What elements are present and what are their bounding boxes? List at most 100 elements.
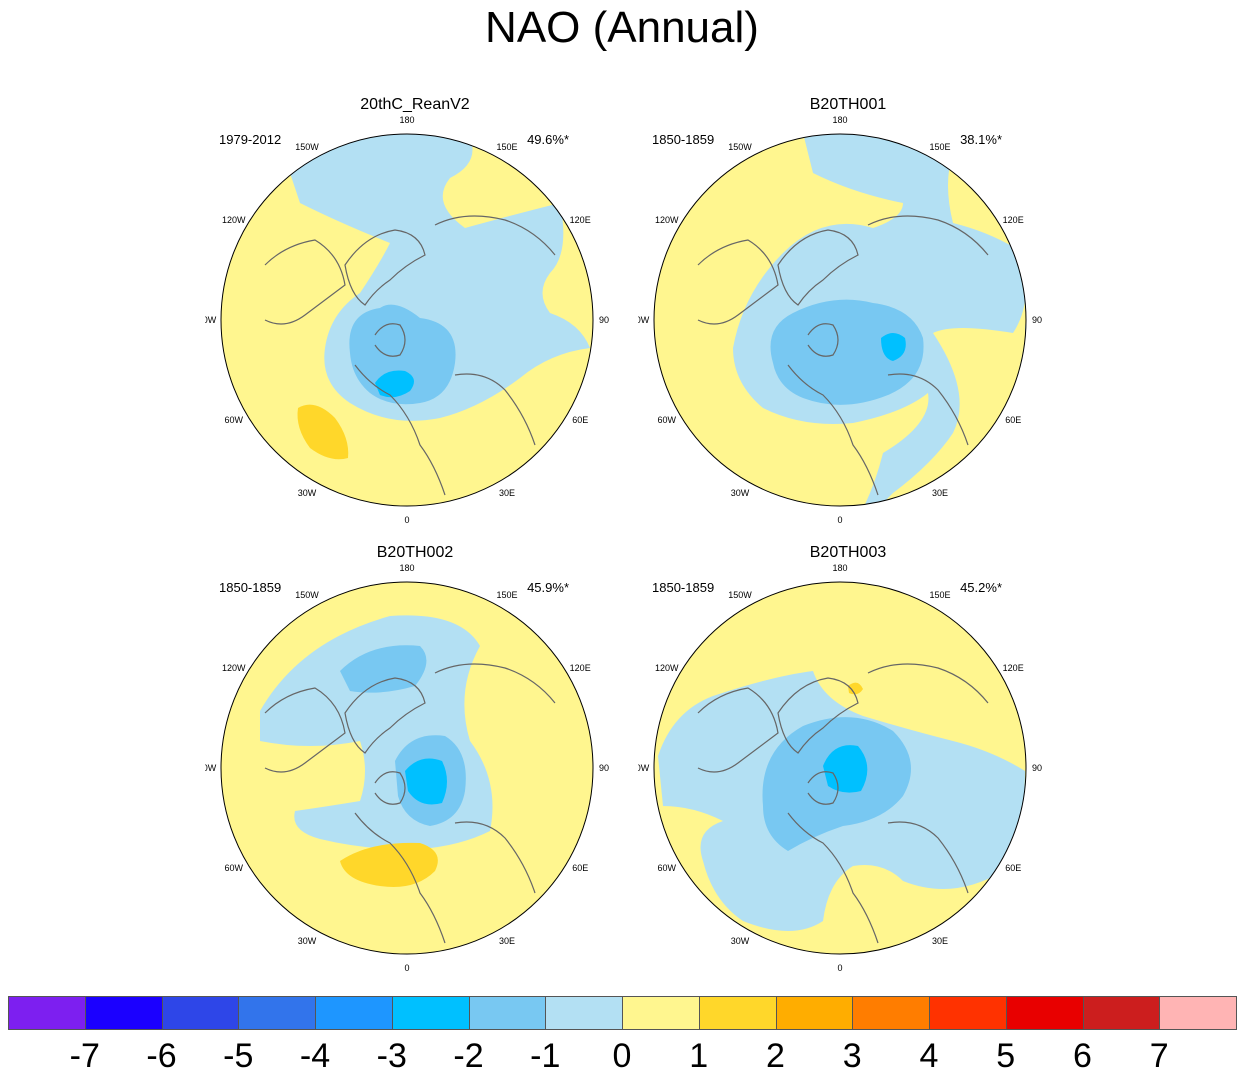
coastline-5 <box>454 821 536 894</box>
panel-period: 1850-1859 <box>652 580 715 595</box>
map-panel-3: B20TH002 1850-1859 45.9%* 180 150E 120E 90E 60E… <box>205 543 625 983</box>
panel-title: B20TH003 <box>809 544 887 561</box>
polar-map: 180 150E 120E 90E 60E 30E 0 30W 60W 90W 120W 150W <box>205 563 609 973</box>
longitude-label: 60E <box>1005 415 1021 425</box>
coastline-5 <box>454 373 536 446</box>
map-border <box>653 133 1027 507</box>
panel-percent-variance: 38.1%* <box>960 132 1002 147</box>
longitude-label: 180 <box>832 115 847 125</box>
contour-region-3 <box>881 333 906 361</box>
longitude-label: 60W <box>225 863 244 873</box>
coastline-1 <box>777 677 859 754</box>
longitude-label: 120W <box>222 215 246 225</box>
longitude-label: 150W <box>728 590 752 600</box>
longitude-label: 30W <box>298 488 317 498</box>
contour-region-2 <box>340 645 427 693</box>
longitude-label: 0 <box>404 515 409 525</box>
longitude-label: 120E <box>1003 215 1024 225</box>
coastline-4 <box>787 364 879 496</box>
contour-region-4 <box>848 682 863 695</box>
longitude-label: 90E <box>599 315 609 325</box>
contour-region-3 <box>375 370 414 398</box>
longitude-label: 90W <box>638 763 650 773</box>
colorbar-tick-label: 7 <box>1149 1037 1169 1075</box>
longitude-label: 60W <box>658 863 677 873</box>
panel-percent-variance: 45.9%* <box>527 580 569 595</box>
longitude-label: 150W <box>295 590 319 600</box>
panel-period: 1850-1859 <box>652 132 715 147</box>
colorbar-swatch <box>775 996 854 1030</box>
colorbar-swatch <box>622 996 700 1030</box>
colorbar-swatch <box>84 996 163 1030</box>
contour-region-4 <box>405 758 447 805</box>
panel-title: B20TH002 <box>376 544 454 561</box>
coastline-6 <box>807 323 839 357</box>
longitude-label: 60E <box>572 863 588 873</box>
longitude-label: 180 <box>832 563 847 573</box>
coastline-5 <box>887 821 969 894</box>
panel-percent-variance: 49.6%* <box>527 132 569 147</box>
longitude-label: 90W <box>205 315 217 325</box>
longitude-label: 60W <box>225 415 244 425</box>
coastline-2 <box>434 663 556 704</box>
panel-title: 20thC_ReanV2 <box>360 96 470 113</box>
longitude-label: 150E <box>929 590 950 600</box>
coastline-6 <box>374 771 406 805</box>
colorbar-tick-label: 5 <box>996 1037 1016 1075</box>
longitude-label: 150W <box>295 142 319 152</box>
contour-region-3 <box>823 745 868 793</box>
colorbar-tick-label: 3 <box>842 1037 862 1075</box>
longitude-label: 60W <box>658 415 677 425</box>
coastline-1 <box>777 229 859 306</box>
coastline-3 <box>264 239 346 325</box>
colorbar-tick-label: 1 <box>689 1037 709 1075</box>
colorbar-swatch <box>8 996 86 1030</box>
colorbar-tick-label: 6 <box>1073 1037 1092 1075</box>
longitude-label: 30E <box>499 488 515 498</box>
longitude-label: 120W <box>655 215 679 225</box>
polar-map: 180 150E 120E 90E 60E 30E 0 30W 60W 90W 120W 150W <box>205 115 609 525</box>
longitude-label: 90W <box>638 315 650 325</box>
longitude-label: 30E <box>932 936 948 946</box>
colorbar-swatch <box>391 996 470 1030</box>
panel-period: 1850-1859 <box>219 580 282 595</box>
panel-percent-variance: 45.2%* <box>960 580 1002 595</box>
panel-title: B20TH001 <box>809 96 887 113</box>
longitude-label: 30W <box>731 936 750 946</box>
map-border <box>653 581 1027 955</box>
colorbar-swatch <box>1082 996 1161 1030</box>
polar-map: 180 150E 120E 90E 60E 30E 0 30W 60W 90W 120W 150W <box>638 563 1042 973</box>
colorbar-swatch <box>1159 996 1237 1030</box>
longitude-label: 90E <box>599 763 609 773</box>
longitude-label: 90E <box>1032 315 1042 325</box>
polar-map: 180 150E 120E 90E 60E 30E 0 30W 60W 90W 120W 150W <box>638 115 1042 525</box>
longitude-label: 90E <box>1032 763 1042 773</box>
contour-region-2 <box>349 304 456 405</box>
coastline-4 <box>354 812 446 944</box>
longitude-label: 90W <box>205 763 217 773</box>
coastline-2 <box>867 215 989 256</box>
map-border <box>220 581 594 955</box>
longitude-label: 150E <box>496 590 517 600</box>
map-panel-1: 20thC_ReanV2 1979-2012 49.6%* 180 150E 120E 90… <box>205 95 625 535</box>
figure-title: NAO (Annual) <box>485 3 759 52</box>
colorbar-tick-label: 4 <box>919 1037 939 1075</box>
longitude-label: 30E <box>932 488 948 498</box>
contour-region-4 <box>297 404 349 460</box>
coastline-3 <box>697 687 779 773</box>
map-panel-2: B20TH001 1850-1859 38.1%* 180 150E 120E 90E 60E… <box>638 95 1058 535</box>
coastline-3 <box>264 687 346 773</box>
coastline-2 <box>867 663 989 704</box>
colorbar-tick-label: -6 <box>146 1037 177 1075</box>
longitude-label: 60E <box>1005 863 1021 873</box>
longitude-label: 0 <box>837 515 842 525</box>
coastline-6 <box>374 323 406 357</box>
longitude-label: 0 <box>837 963 842 973</box>
coastline-6 <box>807 771 839 805</box>
coastline-5 <box>887 373 969 446</box>
contour-region-2 <box>770 299 924 405</box>
colorbar-swatch <box>161 996 240 1030</box>
coastline-3 <box>697 239 779 325</box>
colorbar <box>8 996 1237 1032</box>
colorbar-swatch <box>545 996 623 1030</box>
